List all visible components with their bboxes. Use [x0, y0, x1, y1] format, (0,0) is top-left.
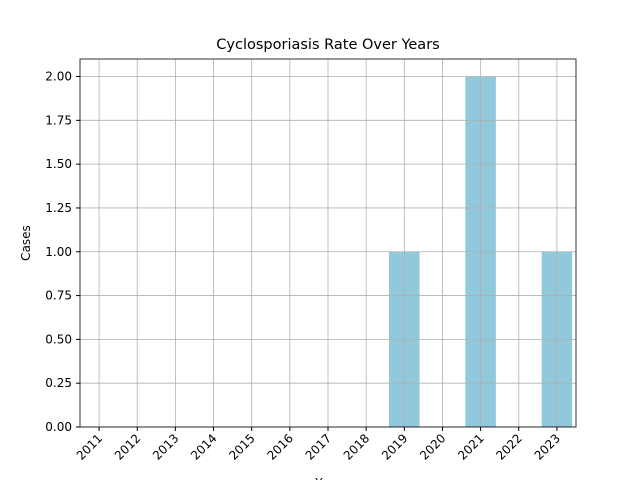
x-axis-label: Year: [314, 476, 340, 480]
x-tick-label: 2011: [74, 431, 105, 462]
x-tick-label: 2012: [112, 431, 143, 462]
chart-title: Cyclosporiasis Rate Over Years: [216, 37, 439, 53]
x-tick-label: 2013: [150, 431, 181, 462]
x-tick-label: 2017: [303, 431, 334, 462]
x-tick-label: 2022: [493, 431, 524, 462]
y-tick-label: 1.00: [45, 245, 72, 259]
y-tick-label: 0.00: [45, 420, 72, 434]
x-tick-label: 2020: [417, 431, 448, 462]
x-tick-label: 2015: [226, 431, 257, 462]
x-tick-label: 2021: [455, 431, 486, 462]
x-tick-label: 2016: [264, 431, 295, 462]
y-tick-label: 2.00: [45, 70, 72, 84]
x-tick-label: 2023: [532, 431, 563, 462]
x-tick-label: 2019: [379, 431, 410, 462]
y-tick-label: 0.50: [45, 332, 72, 346]
y-tick-label: 1.25: [45, 201, 72, 215]
plot-frame: [79, 58, 577, 428]
x-tick-label: 2014: [188, 431, 219, 462]
x-tick-label: 2018: [341, 431, 372, 462]
y-tick-label: 0.25: [45, 376, 72, 390]
y-tick-label: 0.75: [45, 289, 72, 303]
y-tick-label: 1.75: [45, 113, 72, 127]
y-tick-label: 1.50: [45, 157, 72, 171]
y-axis-label: Cases: [19, 225, 33, 261]
